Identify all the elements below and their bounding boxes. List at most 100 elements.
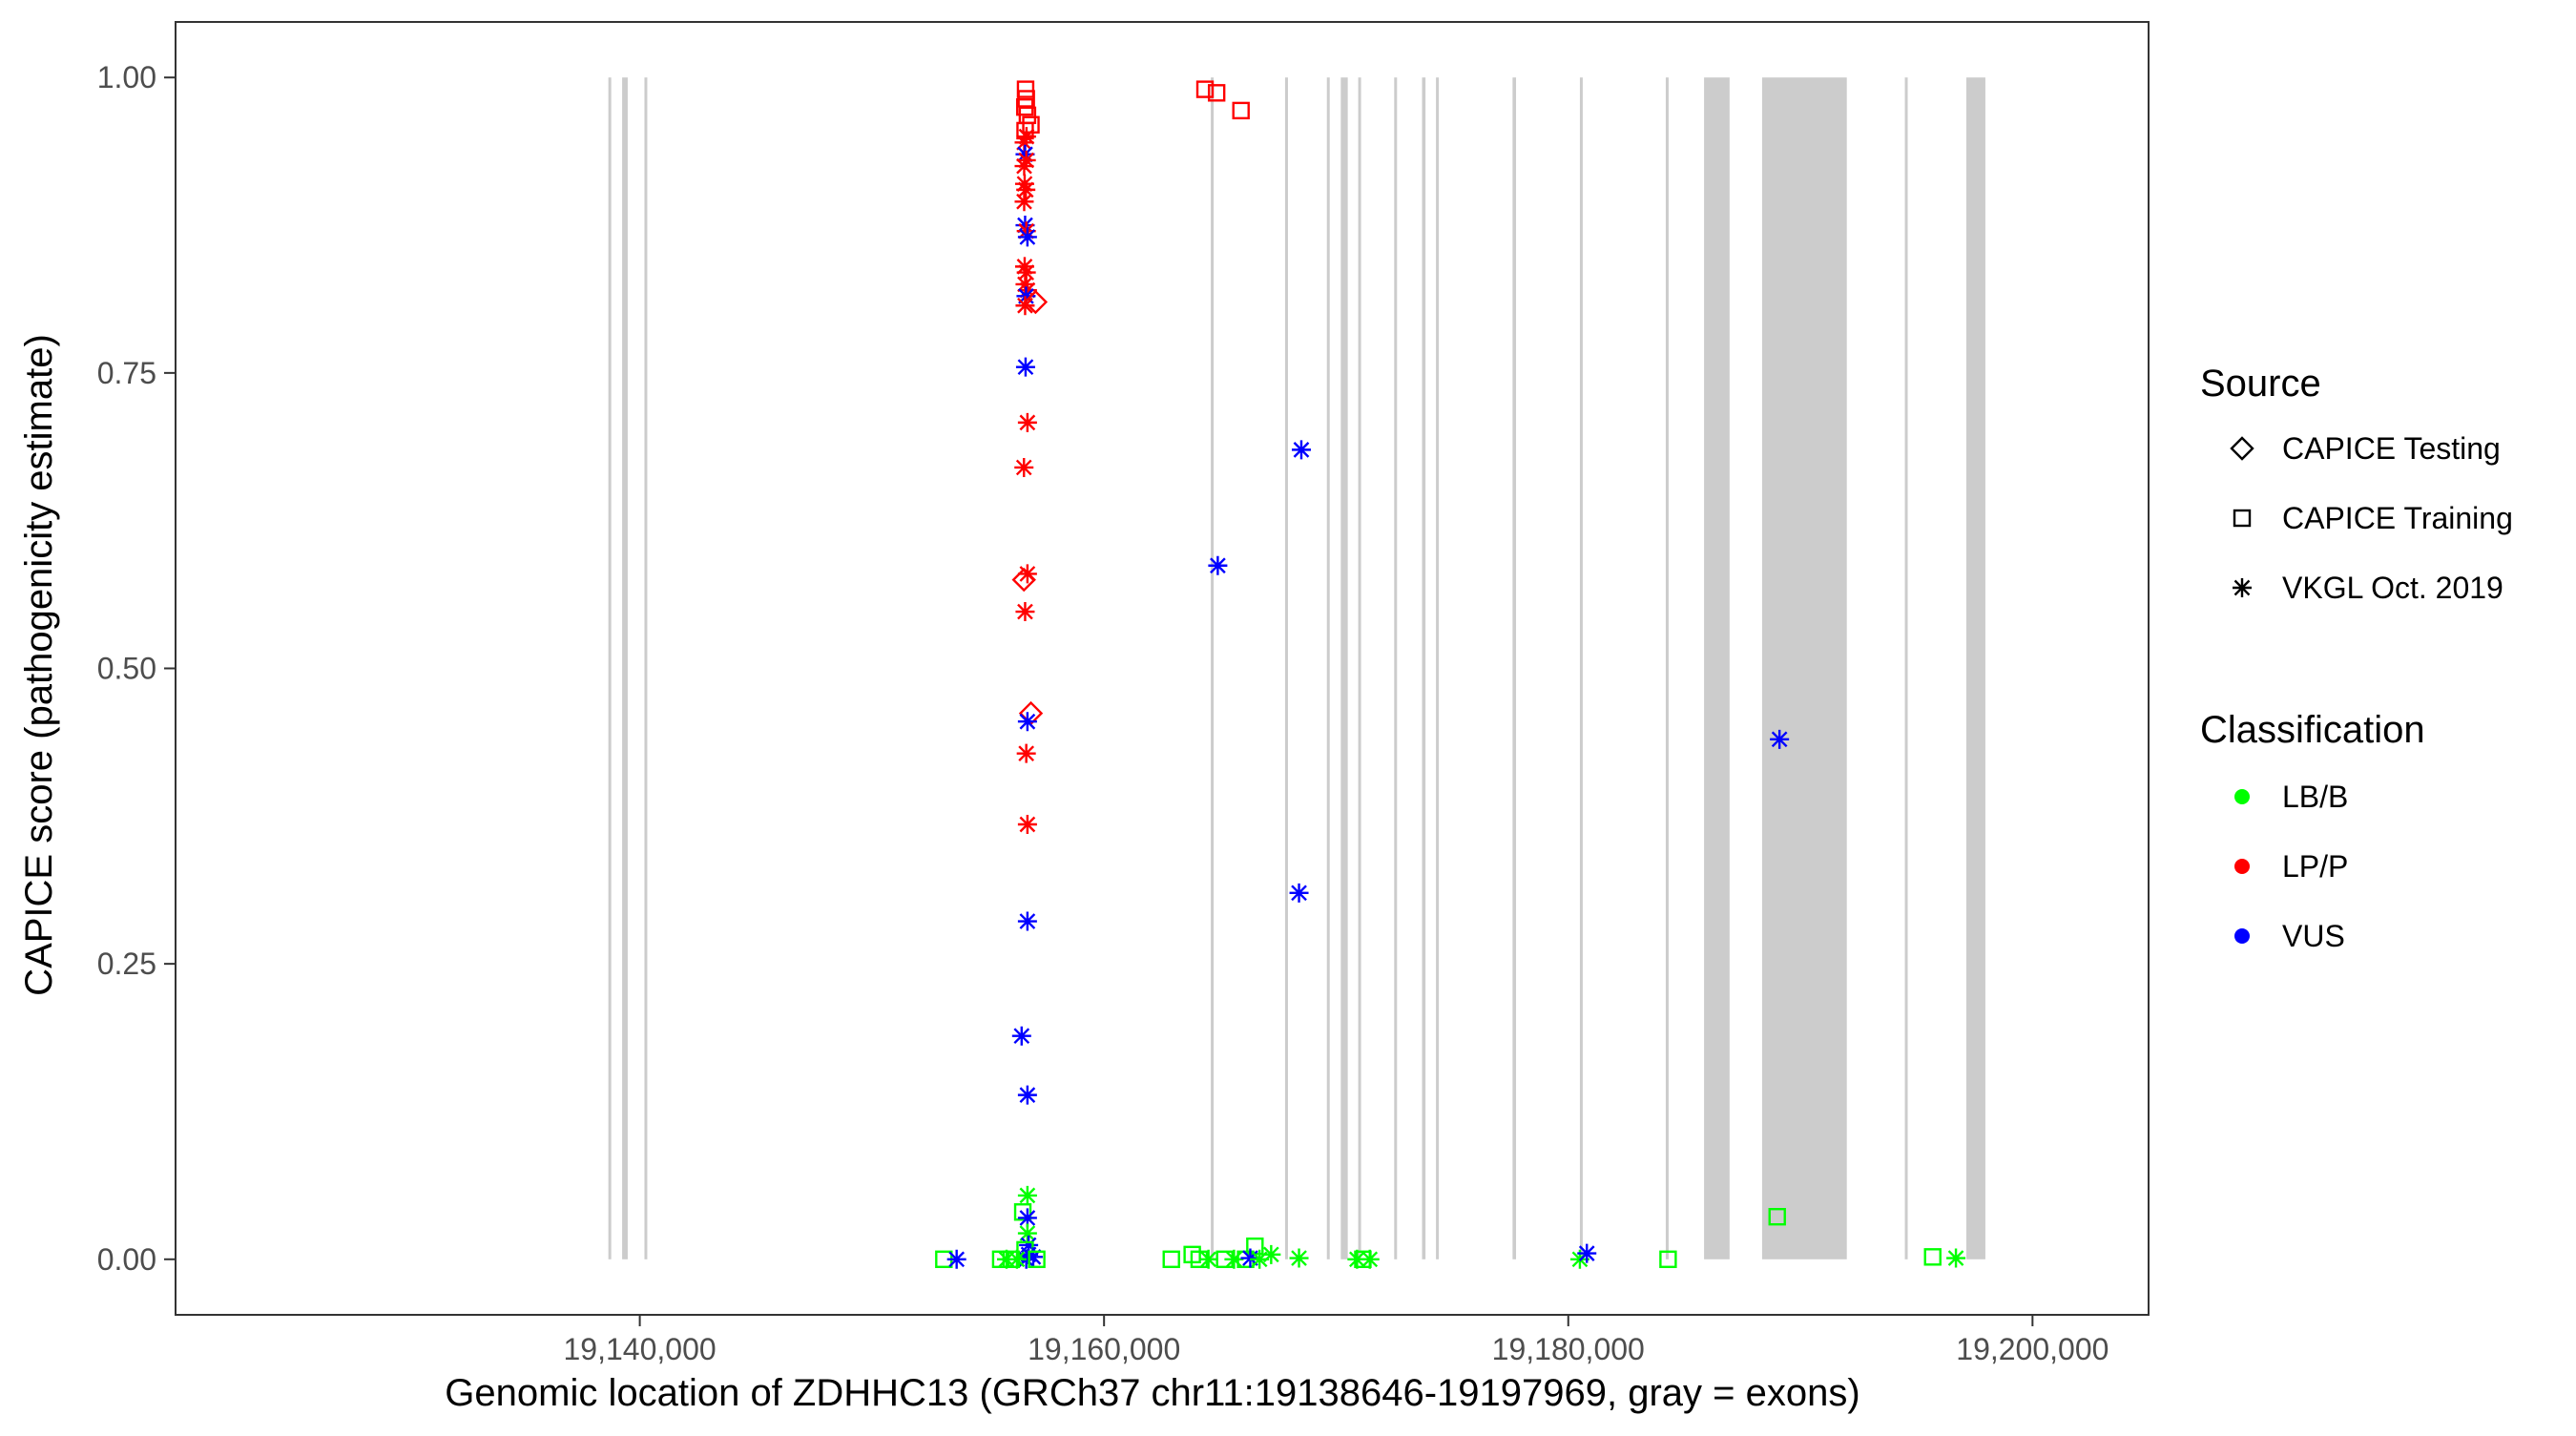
data-point bbox=[1017, 227, 1037, 247]
legend-class-items: LB/B LP/P VUS bbox=[2234, 780, 2348, 953]
legend-source-item: CAPICE Training bbox=[2233, 501, 2513, 535]
y-tick-label: 0.00 bbox=[97, 1242, 156, 1277]
legend-asterisk-marker bbox=[2233, 578, 2252, 597]
exon-band bbox=[622, 77, 628, 1259]
legend-source-label: VKGL Oct. 2019 bbox=[2282, 571, 2503, 605]
data-point bbox=[1015, 274, 1035, 294]
panel-border bbox=[175, 21, 2150, 1316]
data-point bbox=[1195, 80, 1215, 98]
data-point bbox=[1017, 1185, 1037, 1205]
data-point bbox=[1659, 1250, 1677, 1268]
data-point bbox=[1016, 262, 1036, 282]
data-point bbox=[1014, 174, 1034, 194]
exon-band bbox=[1904, 77, 1908, 1259]
data-point bbox=[1240, 1248, 1260, 1268]
legend-source-item: CAPICE Testing bbox=[2230, 431, 2501, 466]
exon-band bbox=[1704, 77, 1730, 1259]
data-point bbox=[1017, 1208, 1037, 1228]
y-axis-title: CAPICE score (pathogenicity estimate) bbox=[18, 334, 60, 996]
x-axis-title: Genomic location of ZDHHC13 (GRCh37 chr1… bbox=[445, 1372, 1859, 1414]
exon-band bbox=[1761, 77, 1847, 1259]
data-point bbox=[1923, 1248, 1942, 1266]
data-point bbox=[1198, 1249, 1218, 1269]
exon-band bbox=[1579, 77, 1583, 1259]
y-tick-label: 0.50 bbox=[97, 652, 156, 686]
data-point bbox=[1013, 1203, 1032, 1221]
data-point bbox=[1014, 257, 1034, 277]
data-point bbox=[1015, 296, 1035, 316]
data-point bbox=[1232, 101, 1250, 120]
data-point bbox=[1014, 133, 1034, 153]
data-point bbox=[1015, 144, 1035, 164]
data-point bbox=[1011, 567, 1036, 593]
legend-color-dot bbox=[2234, 789, 2250, 804]
data-point bbox=[1015, 602, 1035, 622]
legend-classification-item: LP/P bbox=[2234, 849, 2348, 884]
data-point bbox=[1207, 84, 1226, 102]
legend: Source CAPICE Testing CAPICE Training VKGL… bbox=[2200, 363, 2513, 953]
legend-classification-label: LB/B bbox=[2282, 780, 2348, 814]
legend-source-label: CAPICE Testing bbox=[2282, 431, 2501, 466]
data-point bbox=[1770, 729, 1790, 749]
exon-layer bbox=[608, 77, 1985, 1259]
legend-classification-title: Classification bbox=[2200, 709, 2425, 751]
legend-source-item: VKGL Oct. 2019 bbox=[2233, 571, 2503, 605]
exon-band bbox=[644, 77, 648, 1259]
x-tick-label: 19,180,000 bbox=[1492, 1332, 1645, 1366]
data-point bbox=[1016, 221, 1036, 241]
x-tick-label: 19,140,000 bbox=[564, 1332, 717, 1366]
data-point bbox=[1289, 1248, 1309, 1268]
data-point bbox=[1014, 457, 1034, 477]
data-point bbox=[1577, 1243, 1597, 1263]
legend-color-dot bbox=[2234, 928, 2250, 944]
exon-band bbox=[1512, 77, 1517, 1259]
data-point bbox=[1017, 911, 1037, 931]
data-point bbox=[1014, 192, 1034, 212]
points-layer bbox=[935, 80, 1966, 1269]
exon-band bbox=[1211, 77, 1215, 1259]
data-point bbox=[1017, 712, 1037, 732]
data-point bbox=[1016, 127, 1036, 147]
exon-band bbox=[1665, 77, 1669, 1259]
data-point bbox=[1768, 1207, 1786, 1226]
legend-classification-item: LB/B bbox=[2234, 780, 2348, 814]
x-tick-label: 19,200,000 bbox=[1956, 1332, 2109, 1366]
exon-band bbox=[1340, 77, 1348, 1259]
data-point bbox=[1261, 1244, 1281, 1264]
data-point bbox=[1291, 440, 1311, 460]
y-tick-label: 1.00 bbox=[97, 60, 156, 94]
data-point bbox=[1208, 555, 1228, 575]
data-point bbox=[1023, 1247, 1043, 1267]
exon-band bbox=[1358, 77, 1361, 1259]
data-point bbox=[1023, 289, 1049, 315]
exon-band bbox=[1284, 77, 1288, 1259]
data-point bbox=[1016, 743, 1036, 763]
data-point bbox=[1347, 1249, 1367, 1269]
data-point bbox=[1017, 814, 1037, 834]
data-point bbox=[1250, 1249, 1270, 1269]
data-point bbox=[1017, 1223, 1037, 1243]
y-tick-label: 0.75 bbox=[97, 356, 156, 390]
data-point bbox=[1016, 150, 1036, 170]
data-point bbox=[1015, 216, 1035, 236]
data-point bbox=[1946, 1248, 1966, 1268]
legend-source-title: Source bbox=[2200, 363, 2321, 405]
data-point bbox=[1017, 412, 1037, 432]
exon-band bbox=[1436, 77, 1440, 1259]
data-point bbox=[1015, 357, 1035, 377]
legend-square-marker bbox=[2233, 509, 2252, 528]
x-tick-label: 19,160,000 bbox=[1028, 1332, 1180, 1366]
exon-band bbox=[1326, 77, 1330, 1259]
data-point bbox=[1224, 1249, 1244, 1269]
legend-classification-item: VUS bbox=[2234, 919, 2345, 953]
legend-classification-label: LP/P bbox=[2282, 849, 2348, 884]
exon-band bbox=[1422, 77, 1426, 1259]
legend-color-dot bbox=[2234, 859, 2250, 874]
exon-band bbox=[608, 77, 612, 1259]
data-point bbox=[1017, 281, 1037, 301]
legend-source-label: CAPICE Training bbox=[2282, 501, 2513, 535]
legend-diamond-marker bbox=[2230, 436, 2254, 461]
